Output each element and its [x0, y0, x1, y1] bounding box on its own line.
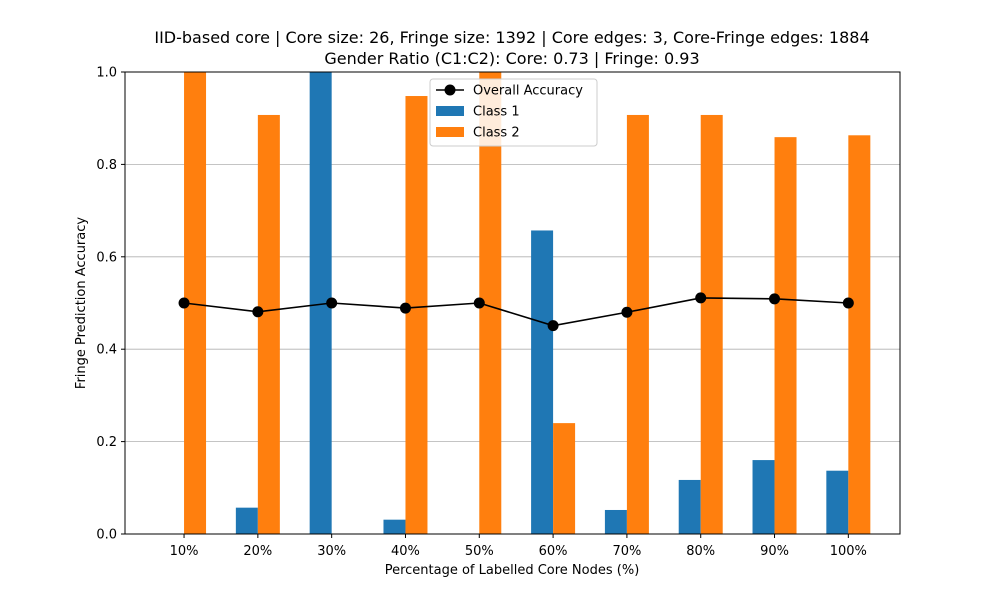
legend-box	[429, 78, 598, 147]
y-axis-label: Fringe Prediction Accuracy	[74, 217, 89, 389]
bar-class-1	[383, 519, 406, 534]
legend-swatch-class-1	[436, 106, 464, 116]
legend-label-class-1: Class 1	[473, 105, 520, 120]
x-tick-label: 50%	[465, 544, 494, 559]
legend-swatch-class-2	[436, 127, 464, 137]
overall-accuracy-point	[621, 306, 633, 318]
overall-accuracy-point	[473, 297, 485, 309]
x-tick-label: 30%	[317, 544, 346, 559]
legend-label-class-2: Class 2	[473, 126, 520, 141]
bar-class-2	[405, 96, 428, 535]
bar-class-2	[700, 114, 723, 534]
chart-title-line-1: IID-based core | Core size: 26, Fringe s…	[154, 28, 869, 47]
bar-class-1	[531, 230, 554, 534]
overall-accuracy-point	[326, 297, 338, 309]
tick-layer: 0.0 0.2 0.4 0.6 0.8 1.0 10% 20% 30% 40% 50% 60% 70% 8…	[96, 66, 867, 560]
bar-class-1	[604, 509, 627, 534]
bar-class-2	[553, 423, 576, 534]
overall-accuracy-point	[399, 302, 411, 314]
overall-accuracy-point	[842, 297, 854, 309]
x-tick-label: 60%	[539, 544, 568, 559]
x-axis-label: Percentage of Labelled Core Nodes (%)	[385, 563, 640, 578]
overall-accuracy-point	[769, 293, 781, 305]
x-tick-label: 80%	[686, 544, 715, 559]
bar-class-1	[752, 460, 775, 534]
y-tick-label: 0.6	[96, 250, 117, 265]
overall-accuracy-point	[547, 320, 559, 332]
y-tick-label: 0.2	[96, 435, 117, 450]
y-tick-label: 0.4	[96, 343, 117, 358]
x-tick-label: 100%	[830, 544, 867, 559]
x-tick-label: 10%	[170, 544, 199, 559]
overall-accuracy-point	[695, 292, 707, 304]
bar-class-2	[184, 72, 207, 534]
bar-class-2	[774, 137, 797, 534]
grid-layer	[125, 163, 900, 443]
chart-title-line-2: Gender Ratio (C1:C2): Core: 0.73 | Fring…	[324, 49, 699, 68]
bar-layer	[184, 72, 871, 535]
x-tick-label: 20%	[243, 544, 272, 559]
legend-label-overall-accuracy: Overall Accuracy	[473, 84, 583, 99]
overall-accuracy-point	[178, 297, 190, 309]
bar-class-1	[678, 479, 701, 534]
legend: Overall Accuracy Class 1 Class 2	[429, 78, 598, 147]
overall-accuracy-point	[252, 306, 264, 318]
bar-class-1	[826, 470, 849, 534]
bar-class-2	[626, 114, 649, 534]
y-tick-label: 0.0	[96, 528, 117, 543]
x-tick-label: 90%	[760, 544, 789, 559]
bar-class-2	[479, 72, 502, 534]
overall-accuracy-line	[183, 297, 849, 327]
bar-class-1	[235, 507, 258, 534]
bar-class-2	[257, 114, 280, 534]
bar-class-1	[309, 72, 332, 534]
legend-marker-swatch	[444, 84, 456, 96]
bar-class-2	[848, 135, 871, 534]
plot-frame	[124, 71, 901, 535]
x-tick-label: 70%	[612, 544, 641, 559]
y-tick-label: 0.8	[96, 158, 117, 173]
line-layer	[178, 292, 854, 332]
y-tick-label: 1.0	[96, 66, 117, 81]
x-tick-label: 40%	[391, 544, 420, 559]
